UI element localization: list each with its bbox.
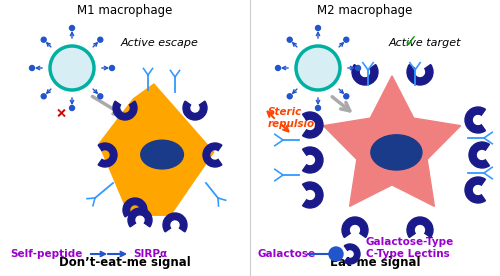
Text: Eat-me signal: Eat-me signal xyxy=(330,256,420,269)
Wedge shape xyxy=(302,112,323,138)
Circle shape xyxy=(329,247,343,261)
Polygon shape xyxy=(99,84,214,215)
Circle shape xyxy=(316,25,320,31)
Wedge shape xyxy=(302,182,323,208)
Circle shape xyxy=(296,46,340,90)
Circle shape xyxy=(50,46,94,90)
Circle shape xyxy=(316,105,320,110)
Text: Active target: Active target xyxy=(389,38,461,48)
Text: Don’t-eat-me signal: Don’t-eat-me signal xyxy=(59,256,191,269)
Polygon shape xyxy=(324,76,460,206)
Wedge shape xyxy=(465,177,485,203)
Text: SIRPα: SIRPα xyxy=(133,249,167,259)
Circle shape xyxy=(344,37,349,42)
Circle shape xyxy=(41,37,46,42)
Wedge shape xyxy=(123,198,147,217)
Wedge shape xyxy=(113,101,137,120)
Text: M1 macrophage: M1 macrophage xyxy=(78,4,172,17)
Text: Galactose: Galactose xyxy=(258,249,316,259)
Circle shape xyxy=(356,65,360,70)
Text: Steric
repulsion: Steric repulsion xyxy=(268,107,322,129)
Circle shape xyxy=(110,65,114,70)
Wedge shape xyxy=(98,143,117,167)
Text: M2 macrophage: M2 macrophage xyxy=(318,4,412,17)
Text: +: + xyxy=(52,102,72,122)
Ellipse shape xyxy=(141,140,184,169)
Circle shape xyxy=(287,37,292,42)
Circle shape xyxy=(30,65,35,70)
Text: ✓: ✓ xyxy=(403,33,417,51)
Wedge shape xyxy=(469,142,490,168)
Text: Self-peptide: Self-peptide xyxy=(10,249,83,259)
Circle shape xyxy=(98,94,103,99)
Circle shape xyxy=(70,25,74,31)
Text: Active escape: Active escape xyxy=(121,38,199,48)
Circle shape xyxy=(98,37,103,42)
Wedge shape xyxy=(203,143,222,167)
Circle shape xyxy=(41,94,46,99)
Wedge shape xyxy=(342,217,368,237)
Wedge shape xyxy=(183,101,207,120)
Circle shape xyxy=(344,94,349,99)
Wedge shape xyxy=(163,213,187,232)
Wedge shape xyxy=(302,147,323,173)
Text: Galactose-Type
C-Type Lectins: Galactose-Type C-Type Lectins xyxy=(366,237,454,259)
Circle shape xyxy=(276,65,280,70)
Wedge shape xyxy=(407,65,433,85)
Circle shape xyxy=(70,105,74,110)
Circle shape xyxy=(287,94,292,99)
Ellipse shape xyxy=(371,135,422,170)
Wedge shape xyxy=(465,107,485,133)
Wedge shape xyxy=(407,217,433,237)
Wedge shape xyxy=(352,65,378,85)
Wedge shape xyxy=(128,208,152,227)
Wedge shape xyxy=(344,244,360,264)
